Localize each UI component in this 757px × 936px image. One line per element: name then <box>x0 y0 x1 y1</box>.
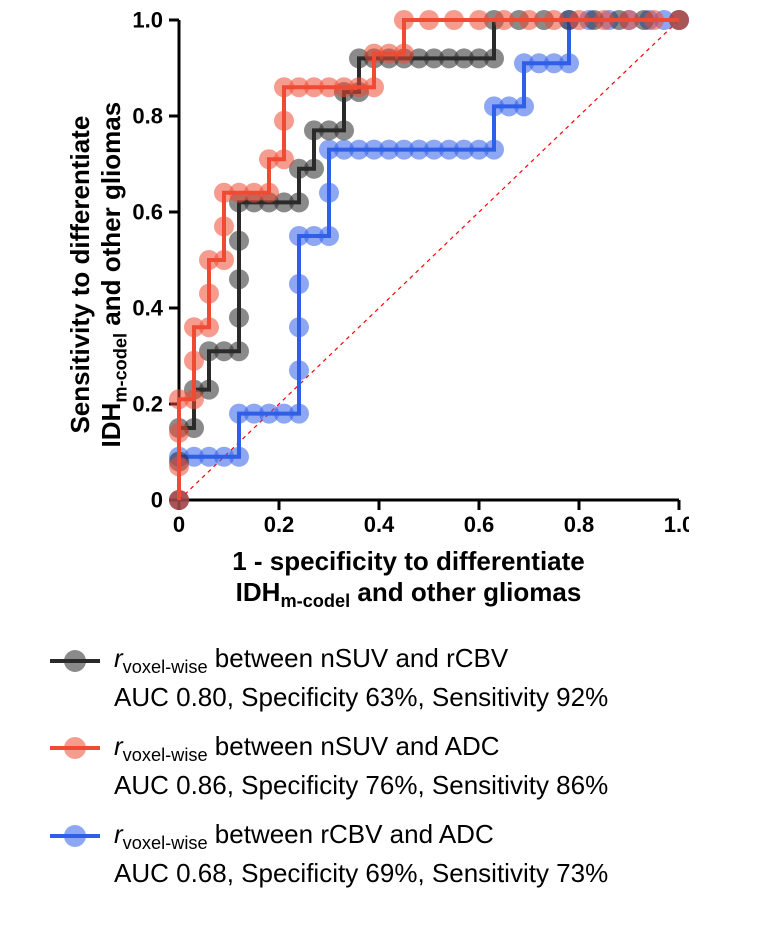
page-container: Sensitivity to differentiate IDHm-codel … <box>0 0 757 936</box>
legend-line1: rvoxel-wise between nSUV and ADC <box>50 729 737 768</box>
y-axis-label-sub: m-codel <box>110 333 130 403</box>
x-axis-label-line2-b: and other gliomas <box>350 577 581 607</box>
y-axis-label-line1: Sensitivity to differentiate <box>65 116 95 434</box>
x-axis-label-sub: m-codel <box>280 591 350 611</box>
x-axis-label: 1 - specificity to differentiate IDHm-co… <box>60 546 757 613</box>
chart-area: Sensitivity to differentiate IDHm-codel … <box>0 10 757 540</box>
roc-chart: 0 0.2 0.4 0.6 0.8 1.0 0 0.2 0.4 0.6 0.8 1.0 <box>129 10 689 540</box>
legend-text: rvoxel-wise between nSUV and rCBV <box>114 641 508 680</box>
y-axis-label-container: Sensitivity to differentiate IDHm-codel … <box>69 35 129 515</box>
svg-text:0.8: 0.8 <box>132 104 163 129</box>
legend-text: rvoxel-wise between nSUV and ADC <box>114 729 500 768</box>
legend-swatch <box>50 825 100 847</box>
x-axis-label-line1: 1 - specificity to differentiate <box>232 546 585 576</box>
legend-stats: AUC 0.86, Specificity 76%, Sensitivity 8… <box>114 768 737 803</box>
svg-text:0.4: 0.4 <box>132 296 163 321</box>
svg-text:0.4: 0.4 <box>363 512 394 537</box>
svg-text:0.8: 0.8 <box>563 512 594 537</box>
svg-text:1.0: 1.0 <box>132 10 163 33</box>
legend: rvoxel-wise between nSUV and rCBVAUC 0.8… <box>0 641 757 891</box>
legend-line1: rvoxel-wise between rCBV and ADC <box>50 817 737 856</box>
svg-text:0.6: 0.6 <box>132 200 163 225</box>
svg-text:0.2: 0.2 <box>263 512 294 537</box>
legend-entry: rvoxel-wise between nSUV and rCBVAUC 0.8… <box>50 641 737 715</box>
legend-stats: AUC 0.68, Specificity 69%, Sensitivity 7… <box>114 856 737 891</box>
y-axis-label-line2-a: IDH <box>96 403 126 448</box>
svg-text:0.6: 0.6 <box>463 512 494 537</box>
legend-entry: rvoxel-wise between nSUV and ADCAUC 0.86… <box>50 729 737 803</box>
legend-swatch <box>50 737 100 759</box>
svg-text:1.0: 1.0 <box>663 512 688 537</box>
legend-entry: rvoxel-wise between rCBV and ADCAUC 0.68… <box>50 817 737 891</box>
x-axis-label-line2-a: IDH <box>236 577 281 607</box>
legend-stats: AUC 0.80, Specificity 63%, Sensitivity 9… <box>114 680 737 715</box>
legend-text: rvoxel-wise between rCBV and ADC <box>114 817 494 856</box>
svg-text:0: 0 <box>172 512 184 537</box>
svg-text:0: 0 <box>150 488 162 513</box>
y-axis-label: Sensitivity to differentiate IDHm-codel … <box>65 102 132 448</box>
legend-line1: rvoxel-wise between nSUV and rCBV <box>50 641 737 680</box>
svg-text:0.2: 0.2 <box>132 392 163 417</box>
legend-swatch <box>50 650 100 672</box>
y-axis-label-line2-b: and other gliomas <box>96 102 126 333</box>
